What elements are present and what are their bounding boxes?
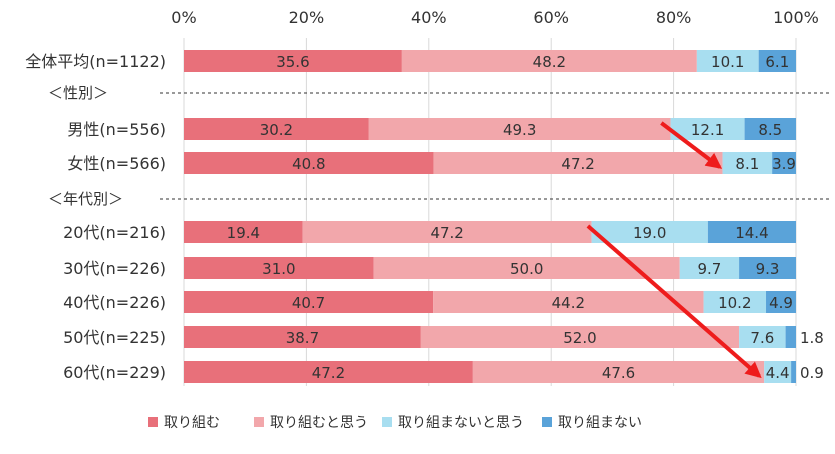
bar-segment <box>696 50 759 72</box>
data-label: 10.2 <box>718 294 751 312</box>
x-tick-label: 20% <box>289 8 325 27</box>
data-label: 4.4 <box>766 364 790 382</box>
data-label: 0.9 <box>800 364 824 382</box>
legend-label: 取り組む <box>164 415 220 431</box>
data-label: 4.9 <box>769 294 793 312</box>
data-label: 38.7 <box>286 329 319 347</box>
data-label: 14.4 <box>735 224 768 242</box>
row-label: 30代(n=226) <box>63 259 166 278</box>
data-label: 3.9 <box>772 155 796 173</box>
trend-arrow <box>586 224 762 379</box>
bar-segment <box>744 118 796 140</box>
x-tick-label: 80% <box>656 8 692 27</box>
data-label: 9.3 <box>756 260 780 278</box>
x-tick-label: 100% <box>773 8 819 27</box>
data-label: 1.8 <box>800 329 824 347</box>
legend-swatch <box>382 417 392 427</box>
bar-segment <box>703 291 767 313</box>
bar-segment <box>772 152 796 174</box>
data-label: 10.1 <box>711 53 744 71</box>
bar-segment <box>764 361 792 383</box>
data-label: 40.7 <box>292 294 325 312</box>
bar-segment <box>302 221 592 243</box>
bar-segment <box>184 152 434 174</box>
bar-segment <box>373 257 680 279</box>
bar-segment <box>433 291 704 313</box>
data-label: 40.8 <box>292 155 325 173</box>
data-label: 44.2 <box>552 294 585 312</box>
bar-segment <box>679 257 740 279</box>
row-label: 全体平均(n=1122) <box>25 52 166 71</box>
bar-segment <box>591 221 708 243</box>
data-label: 47.2 <box>312 364 345 382</box>
row-label: 男性(n=556) <box>67 120 166 139</box>
bar-segment <box>184 50 402 72</box>
data-label: 8.1 <box>735 155 759 173</box>
bar-segment <box>401 50 697 72</box>
bar-segment <box>766 291 796 313</box>
bar-segment <box>433 152 723 174</box>
legend-swatch <box>542 417 552 427</box>
legend-swatch <box>148 417 158 427</box>
bar-segment <box>785 326 796 348</box>
group-label: ＜性別＞ <box>48 84 108 102</box>
bar-segment <box>184 361 473 383</box>
data-label: 6.1 <box>765 53 789 71</box>
data-label: 48.2 <box>533 53 566 71</box>
legend-label: 取り組まない <box>558 415 642 431</box>
legend-label: 取り組むと思う <box>270 415 368 431</box>
data-label: 19.0 <box>633 224 666 242</box>
data-label: 19.4 <box>227 224 260 242</box>
row-label: 20代(n=216) <box>63 223 166 242</box>
row-label: 40代(n=226) <box>63 293 166 312</box>
data-label: 47.2 <box>430 224 463 242</box>
x-tick-label: 40% <box>411 8 447 27</box>
row-label: 50代(n=225) <box>63 328 166 347</box>
bar-segment <box>368 118 671 140</box>
row-label: 女性(n=566) <box>67 154 166 173</box>
bar-segment <box>184 221 303 243</box>
data-label: 9.7 <box>697 260 721 278</box>
bar-segment <box>184 291 434 313</box>
data-label: 30.2 <box>260 121 293 139</box>
bar-segment <box>707 221 796 243</box>
x-tick-label: 0% <box>171 8 196 27</box>
data-label: 12.1 <box>691 121 724 139</box>
bar-segment <box>184 257 374 279</box>
data-label: 47.6 <box>602 364 635 382</box>
data-label: 52.0 <box>563 329 596 347</box>
bar-segment <box>739 326 786 348</box>
bar-segment <box>739 257 796 279</box>
group-label: ＜年代別＞ <box>48 190 123 208</box>
bar-segment <box>791 361 796 383</box>
data-label: 31.0 <box>262 260 295 278</box>
data-label: 50.0 <box>510 260 543 278</box>
row-label: 60代(n=229) <box>63 363 166 382</box>
bar-segment <box>722 152 773 174</box>
trend-arrow <box>660 121 723 169</box>
bar-segment <box>758 50 796 72</box>
data-label: 47.2 <box>561 155 594 173</box>
legend-label: 取り組まないと思う <box>398 415 524 431</box>
bar-segment <box>420 326 740 348</box>
bar-segment <box>670 118 745 140</box>
x-tick-label: 60% <box>533 8 569 27</box>
bar-segment <box>472 361 765 383</box>
legend-swatch <box>254 417 264 427</box>
bar-segment <box>184 326 421 348</box>
data-label: 8.5 <box>758 121 782 139</box>
bar-segment <box>184 118 369 140</box>
data-label: 49.3 <box>503 121 536 139</box>
data-label: 35.6 <box>276 53 309 71</box>
data-label: 7.6 <box>750 329 774 347</box>
